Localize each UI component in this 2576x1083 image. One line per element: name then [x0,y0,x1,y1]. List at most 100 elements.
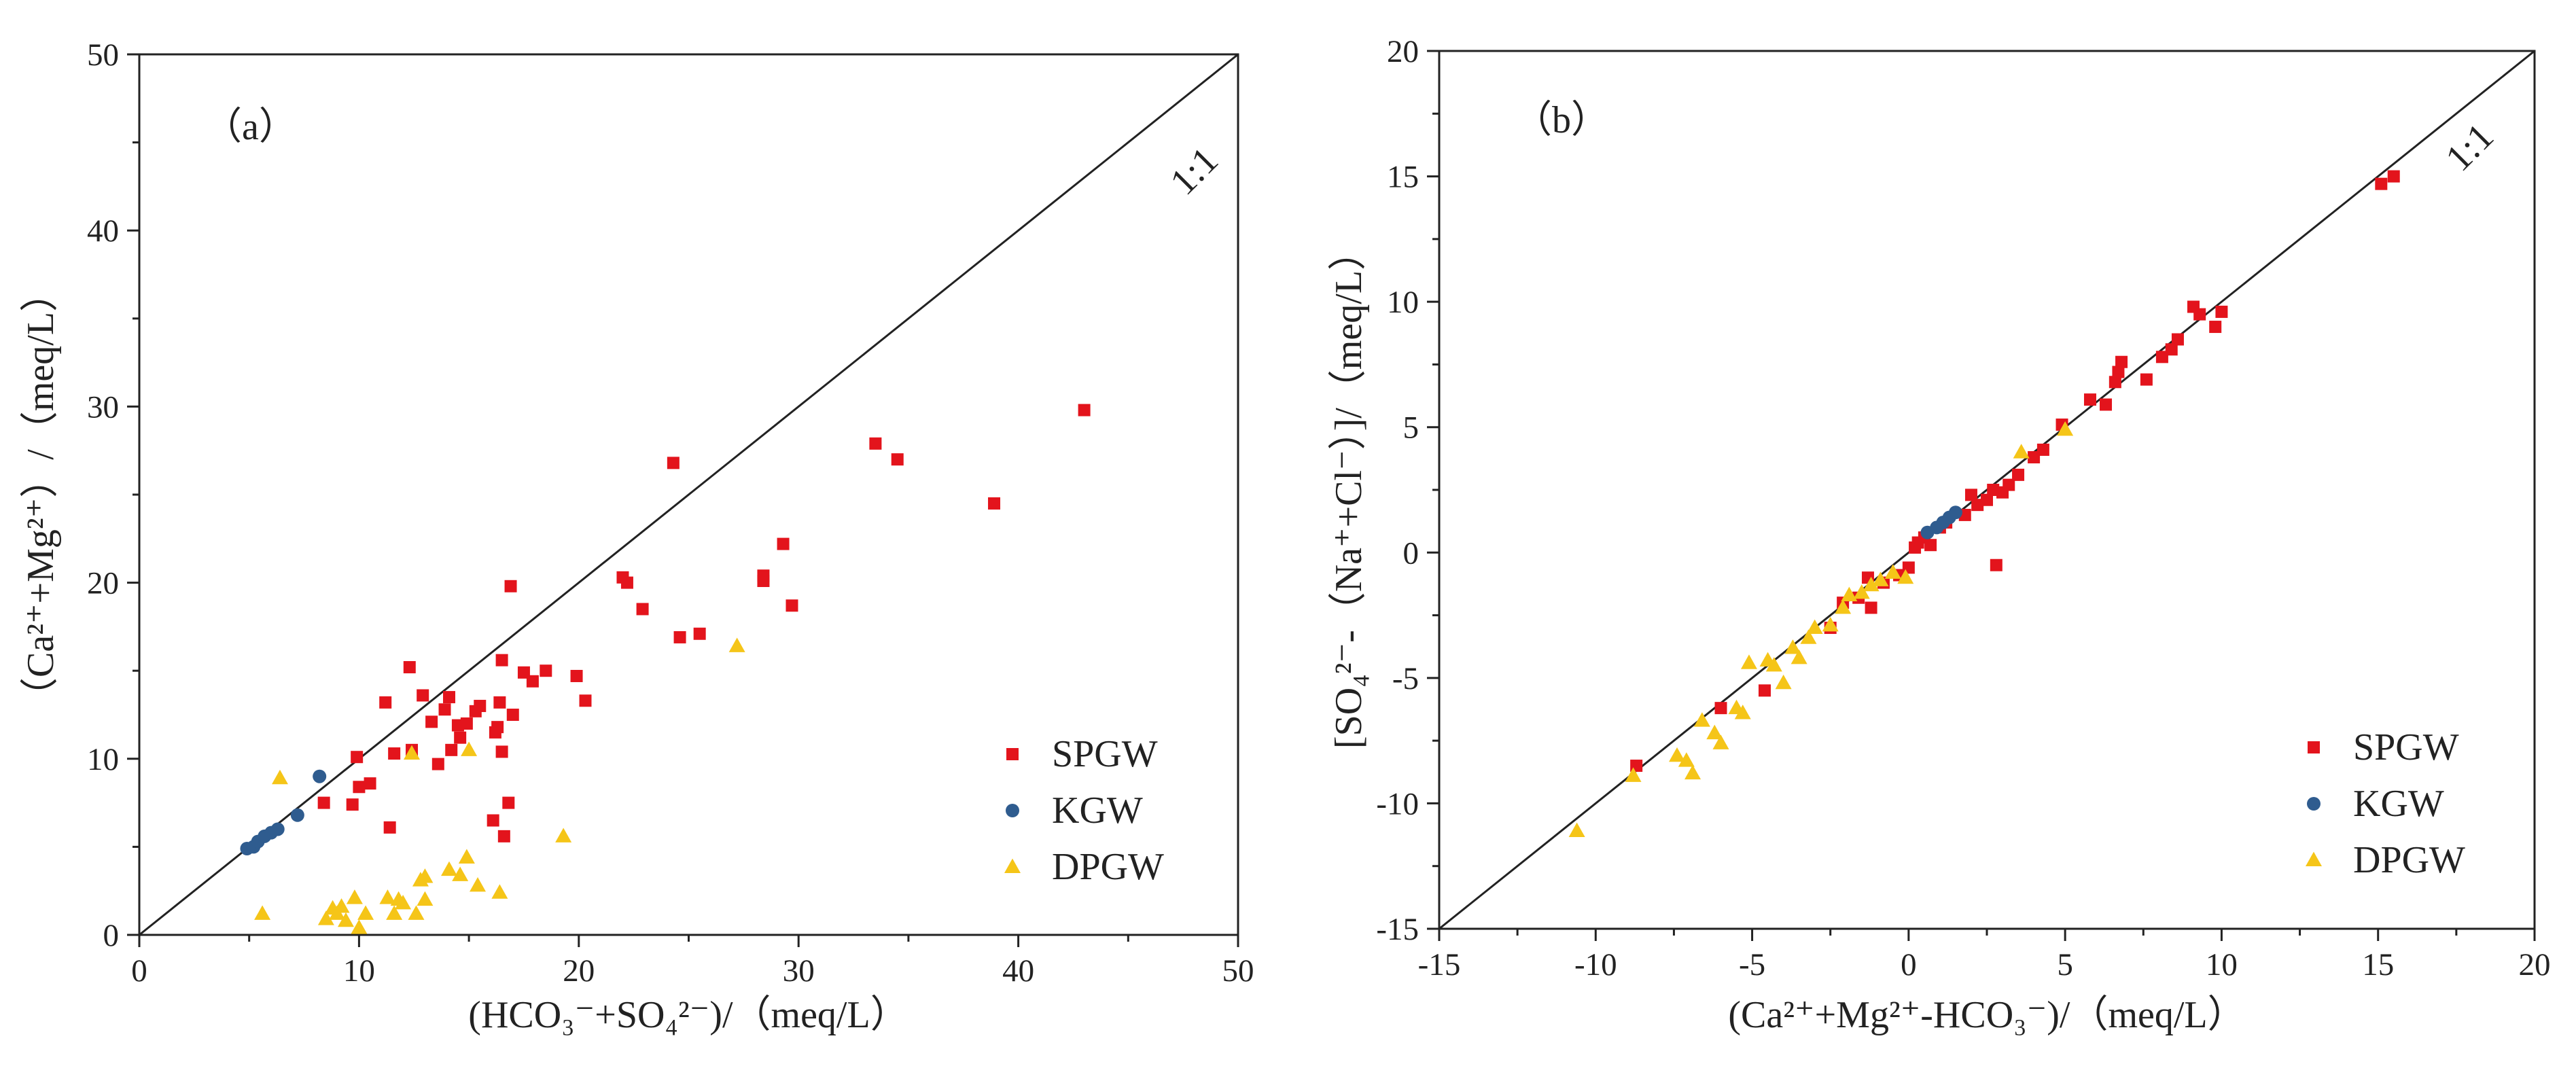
panel-b-kgw-point [1948,505,1962,520]
panel-a-spgw-point [460,717,473,730]
panel-b-dpgw-point [1684,764,1701,780]
panel-a-spgw-point [454,731,467,744]
panel-a-spgw-point [620,576,633,589]
panel-b-dpgw-point [1800,629,1817,644]
panel-a-spgw-point [579,694,592,707]
panel-a-x-tick-label: 10 [343,953,375,989]
panel-b-dpgw-point [1706,724,1723,740]
panel-b-legend-label-kgw: KGW [2353,783,2444,825]
panel-a-y-tick-label: 0 [103,918,120,953]
panel-a-y-tick-label: 10 [87,742,119,777]
panel-a-spgw-point [506,709,519,721]
panel-a-y-tick-label: 30 [87,389,119,425]
panel-a-label: （a） [204,106,297,148]
panel-a-spgw-point [570,669,583,682]
panel-a-y-tick-label: 20 [87,566,119,601]
panel-a-spgw-point [636,603,649,616]
panel-a-spgw-point [497,830,510,842]
panel-b-dpgw-point [1734,705,1751,720]
panel-a-spgw-point [445,743,458,756]
panel-a-dpgw-point [458,849,475,864]
panel-b-y-tick-label: 5 [1403,410,1419,446]
panel-b-marks [1568,170,2400,838]
panel-a-spgw-point [442,691,455,704]
panel-b-ticks: -15 -10 -5 0 5 10 15 20 -15 -10 -5 0 5 10 15 20 [1376,34,2550,982]
panel-b-spgw-point [2100,398,2113,411]
panel-a-dpgw-point [317,910,334,925]
panel-b-spgw-point [1971,499,1984,512]
panel-a-marks [240,404,1091,934]
panel-a-kgw-point [270,822,285,836]
panel-b-legend: SPGW KGW DPGW [2306,726,2465,881]
panel-a-legend-marker-dpgw [1004,858,1021,873]
panel-b-x-axis-title: (Ca²⁺+Mg²⁺-HCO₃⁻)/（meq/L） [1728,994,2245,1036]
panel-b-x-tick-label: -10 [1574,947,1617,982]
panel-a-dpgw-point [337,912,354,927]
panel-a-kgw-point [313,769,327,783]
panel-b-spgw-point [2155,351,2168,363]
panel-a-spgw-point [869,437,882,450]
panel-b-dpgw-point [1835,599,1852,614]
panel-b-legend-label-spgw: SPGW [2353,726,2459,768]
panel-a-spgw-point [667,457,680,469]
panel-b-dpgw-point [1669,747,1686,762]
panel-a-spgw-point [502,796,515,809]
panel-a-legend-marker-kgw [1006,804,1019,817]
panel-b-x-tick-label: -5 [1739,947,1765,982]
panel-a-legend-marker-spgw [1006,748,1019,760]
panel-b-dpgw-point [2057,421,2074,436]
panel-b-y-tick-label: 20 [1387,34,1419,69]
panel-b-spgw-point [1981,493,1993,506]
panel-a-dpgw-point [357,905,374,920]
panel-a-dpgw-point [395,894,412,910]
panel-b-spgw-point [1758,684,1771,697]
panel-b-spgw-point [2140,373,2153,386]
panel-a-spgw-point [383,821,396,834]
panel-a-y-tick-label: 40 [87,213,119,249]
panel-a-dpgw-point [346,889,363,904]
panel-a-spgw-point [786,599,798,612]
panel-a-dpgw-point [440,861,457,876]
panel-a-dpgw-point [491,884,508,899]
panel-b-spgw-point [1987,484,2000,496]
panel-a-dpgw-point [379,889,396,904]
panel-b-spgw-point [1990,558,2002,571]
panel-b-spgw-point [2209,321,2222,334]
panel-a-reference-line [139,53,1239,936]
panel-b-x-tick-label: 20 [2519,947,2551,982]
panel-a-spgw-point [487,814,499,827]
panel-a-spgw-point [891,453,904,466]
panel-a-x-tick-label: 30 [783,953,815,989]
panel-a-spgw-point [317,796,330,809]
panel-a-dpgw-point [452,866,469,881]
panel-b-spgw-point [2109,376,2121,389]
panel-b-legend-marker-spgw [2308,741,2320,753]
panel-a-legend-label-spgw: SPGW [1052,733,1158,775]
panel-b-dpgw-point [1625,767,1642,782]
panel-b-spgw-point [1964,489,1977,501]
panel-b-spgw-point [2112,366,2125,378]
panel-b-y-tick-label: 15 [1387,160,1419,195]
panel-b-dpgw-point [1784,639,1801,654]
panel-b-spgw-point [2083,393,2096,406]
panel-a-spgw-point [673,631,686,643]
panel-a-spgw-point [474,700,487,713]
panel-b-dpgw-point [1775,674,1792,690]
panel-a-dpgw-point [461,741,478,756]
panel-b-spgw-point [1924,539,1937,552]
panel-b-spgw-point [2036,443,2049,456]
panel-a-dpgw-point [351,919,368,934]
panel-a-dpgw-point [386,905,403,920]
panel-b-dpgw-point [1790,649,1807,664]
panel-b-dpgw-point [1872,571,1889,586]
panel-a-spgw-point [364,777,376,790]
panel-a-spgw-point [693,627,706,640]
panel-a-spgw-point [351,751,364,764]
panel-a-x-tick-label: 0 [131,953,147,989]
panel-b-reference-line [1439,50,2535,930]
panel-a-spgw-point [1078,404,1091,416]
panel-b-dpgw-point [1712,734,1729,749]
panel-b-dpgw-point [1740,654,1757,669]
panel-b-dpgw-point [1853,584,1870,599]
